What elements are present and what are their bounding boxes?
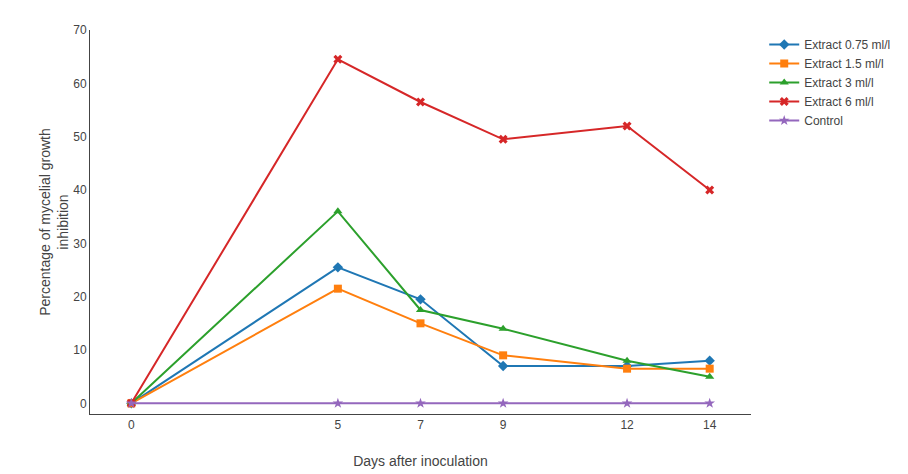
svg-text:0: 0 <box>80 397 87 411</box>
svg-text:Extract 3 ml/l: Extract 3 ml/l <box>804 76 873 90</box>
svg-text:Control: Control <box>804 114 843 128</box>
svg-text:40: 40 <box>73 183 87 197</box>
svg-text:Days after inoculation: Days after inoculation <box>353 453 488 469</box>
svg-text:Extract 0.75 ml/l: Extract 0.75 ml/l <box>804 38 890 52</box>
svg-text:Extract 1.5 ml/l: Extract 1.5 ml/l <box>804 57 883 71</box>
svg-text:Extract 6 ml/l: Extract 6 ml/l <box>804 95 873 109</box>
svg-text:70: 70 <box>73 23 87 37</box>
svg-text:Percentage of mycelial growthi: Percentage of mycelial growthinhibition <box>37 128 71 316</box>
svg-text:20: 20 <box>73 290 87 304</box>
svg-text:50: 50 <box>73 130 87 144</box>
svg-text:0: 0 <box>128 418 135 432</box>
svg-text:7: 7 <box>417 418 424 432</box>
svg-text:30: 30 <box>73 237 87 251</box>
svg-text:5: 5 <box>335 418 342 432</box>
svg-text:60: 60 <box>73 77 87 91</box>
svg-text:14: 14 <box>703 418 717 432</box>
svg-text:9: 9 <box>500 418 507 432</box>
svg-text:12: 12 <box>620 418 634 432</box>
svg-text:10: 10 <box>73 343 87 357</box>
